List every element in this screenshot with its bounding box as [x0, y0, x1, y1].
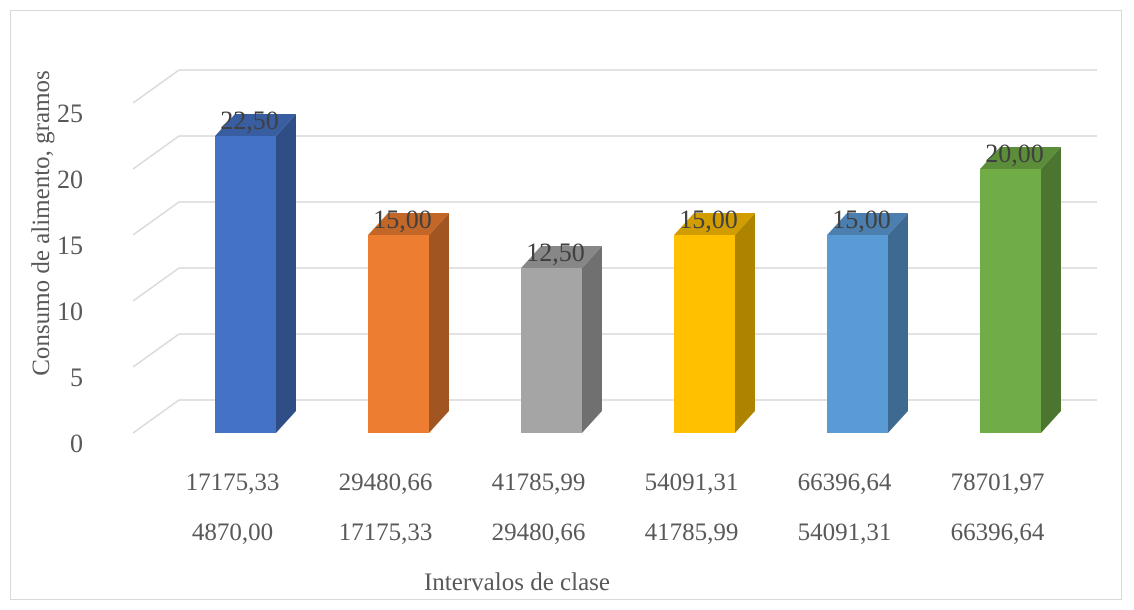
bar-front [827, 235, 888, 433]
x-category-label: 4870,00 [192, 519, 273, 546]
bar-top [827, 213, 908, 235]
data-label: 15,00 [832, 205, 891, 234]
data-label: 12,50 [526, 238, 585, 267]
y-tick-label: 5 [70, 363, 83, 392]
x-axis-title: Intervalos de clase [424, 569, 610, 596]
bar-side [276, 114, 296, 433]
bar [674, 213, 755, 433]
bar-top [521, 246, 602, 268]
bar-front [674, 235, 735, 433]
x-category-label: 17175,33 [186, 469, 280, 496]
gridline-diagonal [132, 201, 180, 236]
data-label: 20,00 [985, 139, 1044, 168]
bar-top [215, 114, 296, 136]
bar-side [582, 246, 602, 433]
bar-front [215, 136, 276, 433]
bar-top [980, 147, 1061, 169]
data-label: 15,00 [679, 205, 738, 234]
data-labels: 22,50 15,00 12,50 15,00 15,00 20,00 [220, 106, 1044, 267]
x-category-label: 54091,31 [645, 469, 739, 496]
bar-front [521, 268, 582, 433]
y-tick-label: 10 [57, 297, 83, 326]
x-category-label: 54091,31 [798, 519, 892, 546]
gridline-diagonal [132, 69, 180, 104]
x-category-label: 66396,64 [951, 519, 1045, 546]
x-category-label: 29480,66 [492, 519, 586, 546]
y-tick-label: 0 [70, 429, 83, 458]
x-category-label: 41785,99 [492, 469, 586, 496]
data-label: 15,00 [373, 205, 432, 234]
bar-front [980, 169, 1041, 433]
x-category-label: 17175,33 [339, 519, 433, 546]
bars [215, 114, 1061, 433]
x-axis-categories: 17175,33 4870,00 29480,66 17175,33 41785,99 2… [186, 469, 1045, 546]
bar-top [368, 213, 449, 235]
x-category-label: 78701,97 [951, 469, 1045, 496]
x-category-label: 66396,64 [798, 469, 892, 496]
gridline-diagonal [132, 267, 180, 302]
bar-front [368, 235, 429, 433]
y-tick-label: 25 [57, 99, 83, 128]
bar [521, 246, 602, 433]
y-tick-label: 20 [57, 165, 83, 194]
bar [368, 213, 449, 433]
gridline-diagonal [132, 399, 180, 434]
bar-side [735, 213, 755, 433]
y-tick-label: 15 [57, 231, 83, 260]
bar [215, 114, 296, 433]
bar [980, 147, 1061, 433]
y-axis-ticks: 0 5 10 15 20 25 [57, 99, 83, 458]
gridlines [132, 69, 1097, 434]
bar-side [888, 213, 908, 433]
x-category-label: 41785,99 [645, 519, 739, 546]
bar-chart: 0 5 10 15 20 25 22,50 15,00 12,50 15,00 15,00 20,0… [28, 69, 1097, 596]
gridline-diagonal [132, 135, 180, 170]
chart-frame: 0 5 10 15 20 25 22,50 15,00 12,50 15,00 15,00 20,0… [10, 10, 1122, 600]
gridline-diagonal [132, 333, 180, 368]
x-category-label: 29480,66 [339, 469, 433, 496]
bar-side [429, 213, 449, 433]
y-axis-title: Consumo de alimento, gramos [28, 70, 55, 376]
bar-top [674, 213, 755, 235]
data-label: 22,50 [220, 106, 279, 135]
bar-side [1041, 147, 1061, 433]
bar [827, 213, 908, 433]
